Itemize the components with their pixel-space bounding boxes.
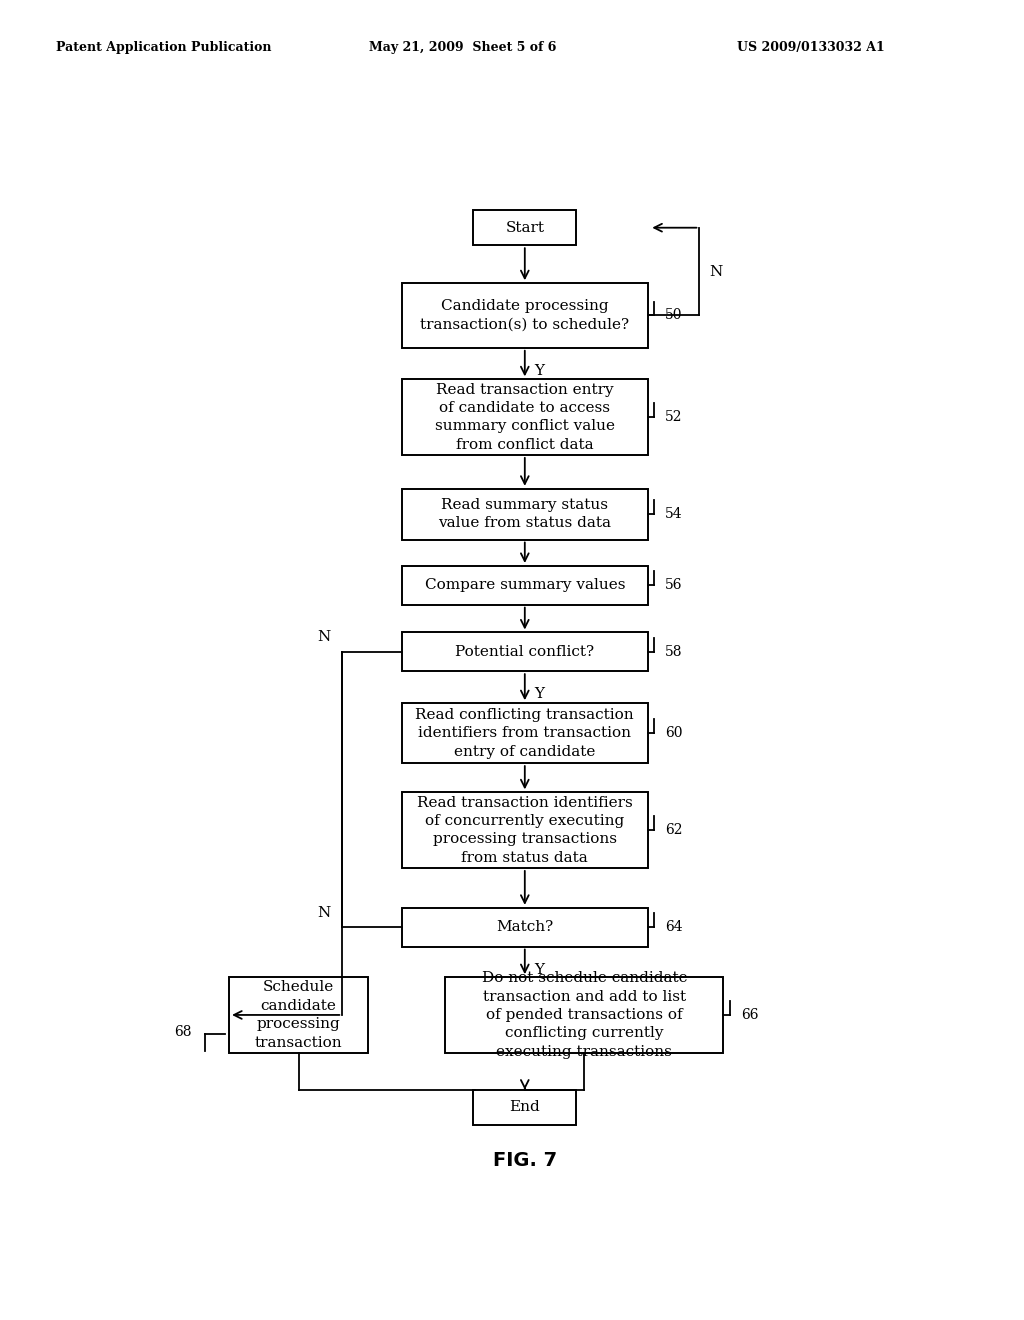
Text: Y: Y [535,688,545,701]
Bar [401,566,648,605]
Bar [401,379,648,455]
Text: US 2009/0133032 A1: US 2009/0133032 A1 [737,41,885,54]
Text: Y: Y [535,962,545,977]
Text: N: N [710,264,723,279]
Text: Read conflicting transaction
identifiers from transaction
entry of candidate: Read conflicting transaction identifiers… [416,708,634,759]
Text: Y: Y [535,364,545,378]
Text: FIG. 7: FIG. 7 [493,1151,557,1170]
Bar [401,284,648,348]
Text: 64: 64 [666,920,683,935]
Bar [401,488,648,540]
Text: Potential conflict?: Potential conflict? [456,644,594,659]
Text: N: N [317,631,331,644]
Text: 60: 60 [666,726,683,741]
Text: 52: 52 [666,411,683,424]
Text: 56: 56 [666,578,683,593]
Text: Match?: Match? [497,920,553,935]
Text: Patent Application Publication: Patent Application Publication [56,41,271,54]
Text: May 21, 2009  Sheet 5 of 6: May 21, 2009 Sheet 5 of 6 [369,41,556,54]
Bar [401,792,648,869]
Bar [401,704,648,763]
Text: Candidate processing
transaction(s) to schedule?: Candidate processing transaction(s) to s… [420,300,630,331]
Text: End: End [509,1101,541,1114]
Text: Read transaction entry
of candidate to access
summary conflict value
from confli: Read transaction entry of candidate to a… [435,383,614,451]
Bar [401,632,648,672]
Text: Schedule
candidate
processing
transaction: Schedule candidate processing transactio… [255,981,342,1049]
Bar [473,1090,577,1125]
Bar [445,977,723,1053]
Text: 54: 54 [666,507,683,521]
Text: 62: 62 [666,824,683,837]
Bar [473,210,577,246]
Text: N: N [317,906,331,920]
Text: 50: 50 [666,309,683,322]
Bar [401,908,648,946]
Text: Compare summary values: Compare summary values [425,578,625,593]
Text: Read summary status
value from status data: Read summary status value from status da… [438,498,611,531]
Text: Start: Start [505,220,545,235]
Text: Read transaction identifiers
of concurrently executing
processing transactions
f: Read transaction identifiers of concurre… [417,796,633,865]
Text: 68: 68 [174,1026,191,1039]
Text: 58: 58 [666,644,683,659]
Text: Do not schedule candidate
transaction and add to list
of pended transactions of
: Do not schedule candidate transaction an… [481,972,687,1059]
Bar [229,977,368,1053]
Text: 66: 66 [740,1008,758,1022]
